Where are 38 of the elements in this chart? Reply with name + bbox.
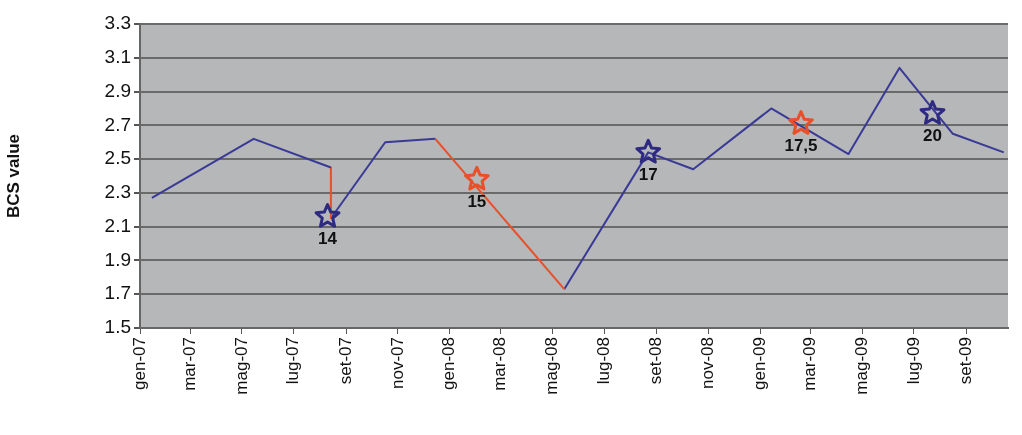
x-tick-label: nov-07	[387, 337, 407, 389]
annotation: 17,5	[784, 135, 818, 155]
y-tick-label: 2.3	[104, 181, 131, 203]
x-tick-label: mar-07	[179, 337, 199, 391]
y-tick-label: 2.5	[104, 147, 131, 169]
x-tick-label: gen-08	[439, 337, 459, 390]
y-axis-title: BCS value	[3, 133, 23, 219]
point	[788, 110, 814, 135]
y-tick-label: 2.1	[104, 214, 131, 236]
y-tick-label: 1.5	[104, 316, 131, 338]
x-tick-label: mar-08	[490, 337, 510, 391]
y-tick-label: 1.7	[104, 282, 131, 304]
x-tick-label: lug-09	[903, 337, 923, 385]
x-tick-label: mar-09	[799, 337, 819, 391]
annotation: 20	[923, 125, 942, 145]
x-tick-label: lug-07	[283, 337, 303, 385]
point	[463, 165, 490, 191]
x-tick-label: mag-09	[851, 337, 871, 395]
annotation: 14	[318, 228, 338, 248]
point	[635, 138, 662, 164]
x-tick-label: set-07	[335, 337, 355, 385]
annotation: 17	[638, 164, 658, 184]
x-tick-label: set-09	[956, 337, 976, 385]
x-tick-label: nov-08	[698, 337, 718, 389]
y-tick-label: 2.9	[104, 79, 131, 101]
x-tick-label: gen-07	[129, 337, 149, 390]
point	[314, 203, 341, 228]
annotation: 15	[467, 191, 487, 211]
x-tick-label: lug-08	[593, 337, 613, 385]
x-tick-label: mag-07	[231, 337, 251, 395]
point	[919, 100, 946, 125]
y-tick-label: 2.7	[104, 113, 131, 135]
y-tick-label: 3.1	[104, 46, 131, 68]
x-tick-label: set-08	[646, 337, 666, 385]
y-tick-label: 3.3	[104, 12, 131, 34]
x-tick-label: mag-08	[542, 337, 562, 395]
x-tick-label: gen-09	[749, 337, 769, 390]
y-tick-label: 1.9	[104, 248, 131, 270]
